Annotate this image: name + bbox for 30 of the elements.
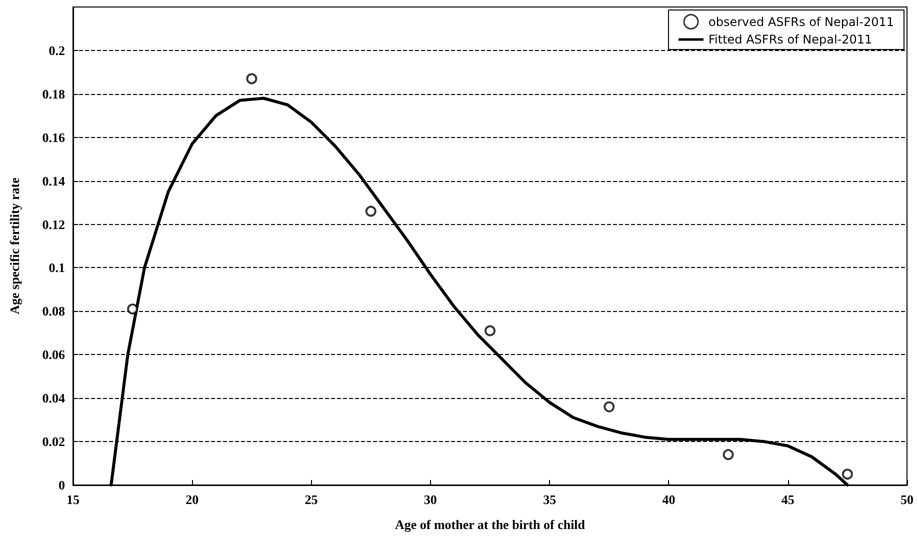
y-tick-label: 0.08 <box>42 304 66 319</box>
point <box>365 206 376 217</box>
x-tick-label: 20 <box>186 492 199 507</box>
point <box>127 304 138 315</box>
x-tick-label: 50 <box>900 492 914 507</box>
legend-label: observed ASFRs of Nepal-2011 <box>708 14 894 29</box>
y-tick-label: 0.16 <box>42 130 66 145</box>
x-tick-label: 40 <box>662 492 676 507</box>
x-tick-label: 15 <box>66 492 80 507</box>
y-tick-label: 0.04 <box>42 390 66 406</box>
y-tick-label: 0.1 <box>48 260 65 276</box>
y-tick-label: 0 <box>58 478 65 492</box>
y-axis-title: Age specific fertility rate <box>7 177 22 314</box>
point <box>842 468 853 480</box>
point <box>246 73 258 84</box>
point <box>722 449 734 460</box>
x-axis-title: Age of mother at the birth of child <box>394 517 586 532</box>
y-tick-label: 0.2 <box>48 42 65 58</box>
legend-label: Fitted ASFRs of Nepal-2011 <box>708 32 872 46</box>
y-tick-label: 0.12 <box>42 216 65 232</box>
x-tick-label: 30 <box>424 492 437 507</box>
x-tick-label: 25 <box>304 492 318 507</box>
point <box>484 325 496 336</box>
y-tick-label: 0.14 <box>42 173 66 188</box>
y-tick-label: 0.02 <box>42 434 65 450</box>
y-tick-label: 0.06 <box>42 347 66 362</box>
x-tick-label: 35 <box>543 492 557 507</box>
x-tick-label: 45 <box>781 492 795 507</box>
y-tick-label: 0.18 <box>42 86 66 102</box>
point <box>604 401 615 412</box>
